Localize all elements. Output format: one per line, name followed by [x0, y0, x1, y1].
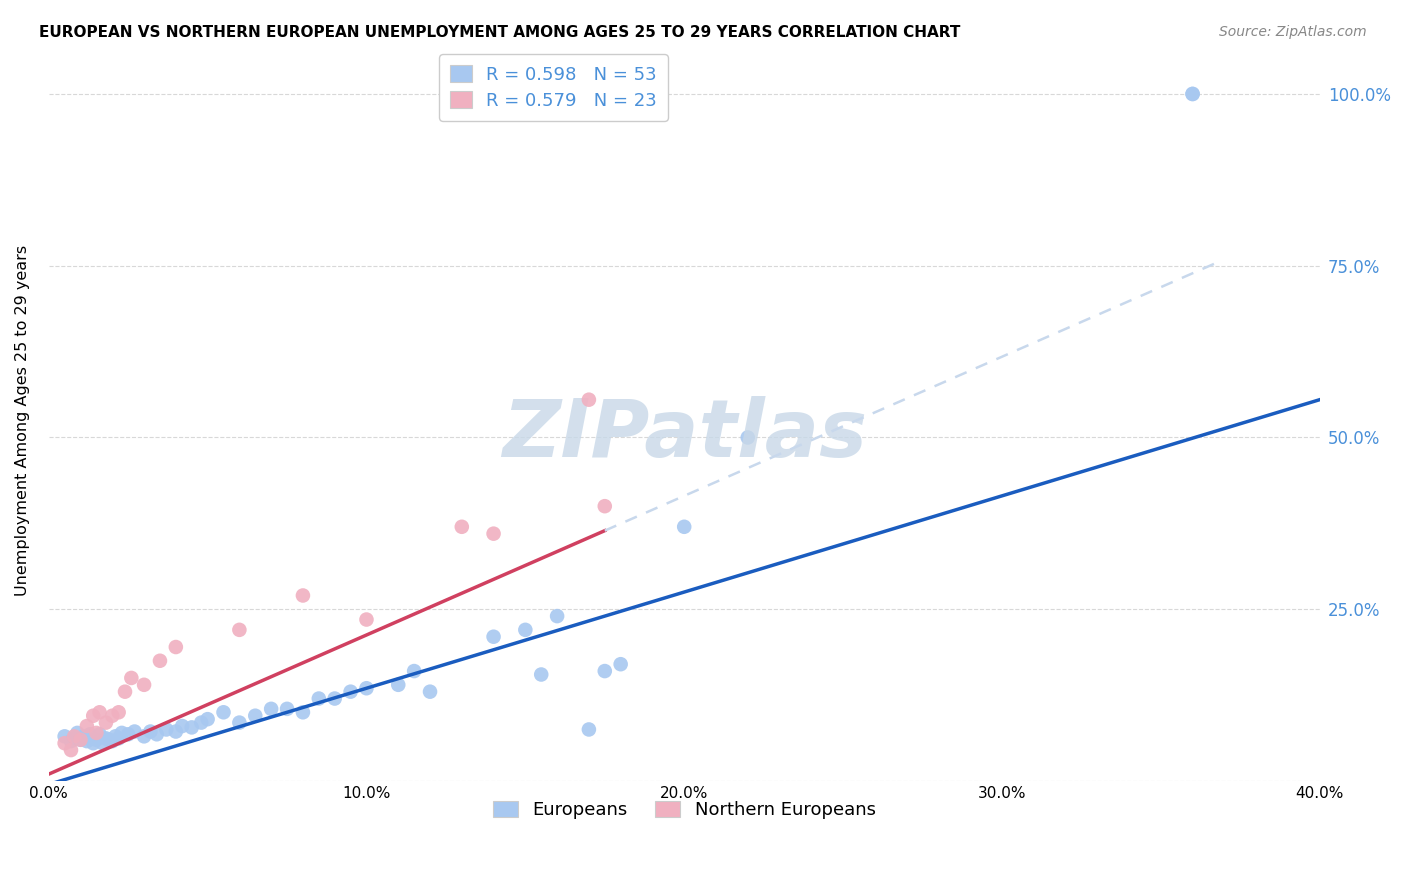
Point	[94, 715, 117, 730]
Point	[530, 667, 553, 681]
Point	[98, 732, 121, 747]
Point	[228, 623, 250, 637]
Point	[308, 691, 330, 706]
Point	[149, 654, 172, 668]
Point	[86, 732, 108, 747]
Point	[155, 723, 177, 737]
Text: ZIPatlas: ZIPatlas	[502, 396, 866, 474]
Point	[89, 727, 111, 741]
Point	[546, 609, 568, 624]
Point	[73, 729, 96, 743]
Point	[139, 724, 162, 739]
Text: EUROPEAN VS NORTHERN EUROPEAN UNEMPLOYMENT AMONG AGES 25 TO 29 YEARS CORRELATION: EUROPEAN VS NORTHERN EUROPEAN UNEMPLOYME…	[39, 25, 960, 40]
Point	[387, 678, 409, 692]
Point	[165, 640, 187, 654]
Point	[146, 727, 169, 741]
Point	[228, 715, 250, 730]
Point	[66, 726, 89, 740]
Point	[132, 678, 155, 692]
Point	[212, 706, 235, 720]
Point	[86, 726, 108, 740]
Point	[104, 729, 127, 743]
Point	[450, 520, 472, 534]
Point	[673, 520, 696, 534]
Point	[120, 671, 142, 685]
Point	[482, 630, 505, 644]
Point	[76, 734, 98, 748]
Text: Source: ZipAtlas.com: Source: ZipAtlas.com	[1219, 25, 1367, 39]
Point	[63, 731, 86, 746]
Point	[323, 691, 346, 706]
Point	[101, 708, 124, 723]
Point	[172, 719, 194, 733]
Point	[165, 724, 187, 739]
Point	[101, 734, 124, 748]
Point	[291, 706, 314, 720]
Point	[404, 664, 426, 678]
Point	[593, 499, 616, 513]
Point	[291, 589, 314, 603]
Point	[190, 715, 212, 730]
Point	[63, 729, 86, 743]
Point	[82, 708, 104, 723]
Point	[260, 702, 283, 716]
Point	[89, 706, 111, 720]
Point	[419, 684, 441, 698]
Point	[91, 736, 114, 750]
Point	[180, 720, 202, 734]
Point	[356, 613, 378, 627]
Point	[124, 724, 146, 739]
Point	[82, 736, 104, 750]
Point	[94, 731, 117, 746]
Point	[515, 623, 537, 637]
Point	[245, 708, 267, 723]
Point	[79, 727, 101, 741]
Point	[1181, 87, 1204, 101]
Point	[114, 684, 136, 698]
Legend: Europeans, Northern Europeans: Europeans, Northern Europeans	[485, 793, 883, 826]
Point	[578, 723, 600, 737]
Point	[117, 727, 139, 741]
Point	[107, 706, 129, 720]
Point	[76, 719, 98, 733]
Point	[69, 732, 91, 747]
Point	[276, 702, 298, 716]
Point	[59, 734, 82, 748]
Point	[107, 731, 129, 746]
Point	[737, 430, 759, 444]
Point	[609, 657, 631, 672]
Point	[59, 743, 82, 757]
Point	[356, 681, 378, 696]
Point	[339, 684, 361, 698]
Point	[1181, 87, 1204, 101]
Point	[69, 732, 91, 747]
Point	[53, 736, 76, 750]
Y-axis label: Unemployment Among Ages 25 to 29 years: Unemployment Among Ages 25 to 29 years	[15, 244, 30, 596]
Point	[593, 664, 616, 678]
Point	[53, 729, 76, 743]
Point	[578, 392, 600, 407]
Point	[111, 726, 134, 740]
Point	[482, 526, 505, 541]
Point	[132, 729, 155, 743]
Point	[197, 712, 219, 726]
